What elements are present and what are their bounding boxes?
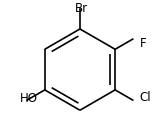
Text: Cl: Cl xyxy=(139,91,151,104)
Text: F: F xyxy=(139,37,146,50)
Text: HO: HO xyxy=(20,92,38,105)
Text: Br: Br xyxy=(75,2,88,15)
